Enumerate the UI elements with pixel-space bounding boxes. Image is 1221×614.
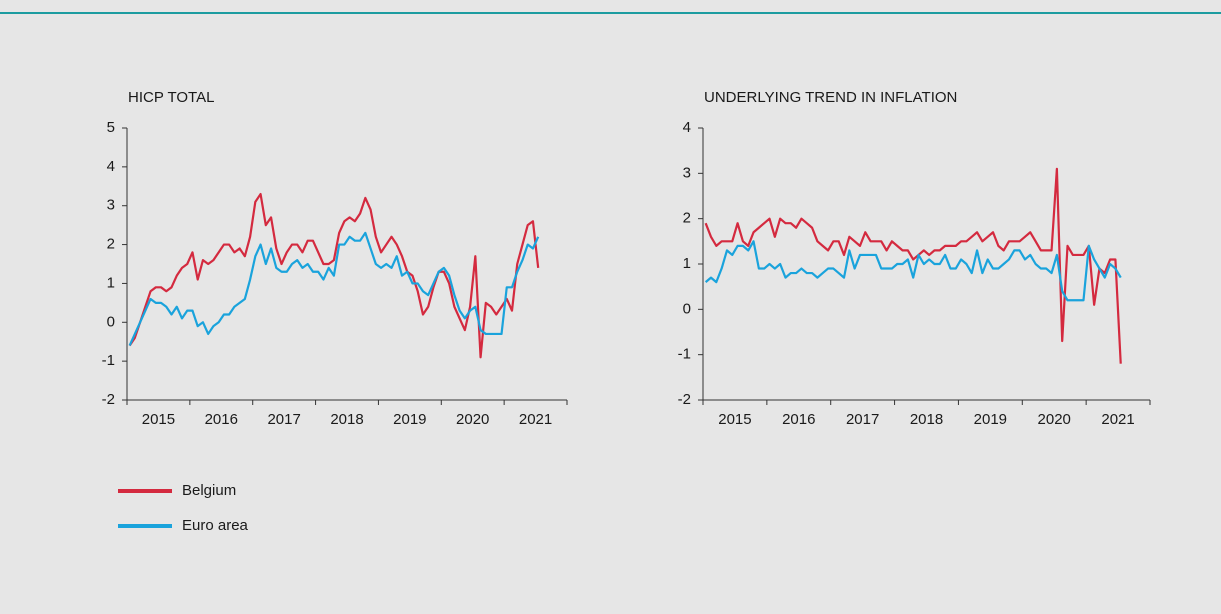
- y-tick-label: 1: [683, 255, 691, 272]
- y-tick-label: 3: [107, 197, 115, 214]
- x-tick-label: 2016: [205, 411, 238, 428]
- x-tick-label: 2019: [393, 411, 426, 428]
- y-tick-label: 2: [107, 236, 115, 253]
- x-tick-label: 2017: [846, 411, 879, 428]
- x-tick-label: 2017: [267, 411, 300, 428]
- x-tick-label: 2020: [1038, 411, 1071, 428]
- y-tick-label: 4: [107, 158, 115, 175]
- y-tick-label: 0: [107, 313, 115, 330]
- y-tick-label: -1: [102, 352, 115, 369]
- series-line: [128, 192, 540, 359]
- series-line: [704, 240, 1122, 302]
- x-tick-label: 2021: [1101, 411, 1134, 428]
- y-tick-label: -2: [102, 391, 115, 408]
- series-line: [128, 231, 540, 347]
- x-tick-label: 2018: [330, 411, 363, 428]
- x-tick-label: 2018: [910, 411, 943, 428]
- chart-title: HICP TOTAL: [128, 89, 214, 106]
- y-tick-label: -1: [678, 346, 691, 363]
- y-tick-label: 5: [107, 119, 115, 136]
- chart-title: UNDERLYING TREND IN INFLATION: [704, 89, 957, 106]
- x-tick-label: 2019: [974, 411, 1007, 428]
- y-tick-label: 0: [683, 300, 691, 317]
- x-tick-label: 2020: [456, 411, 489, 428]
- legend-label: Euro area: [182, 517, 249, 534]
- y-tick-label: 3: [683, 164, 691, 181]
- y-tick-label: 1: [107, 274, 115, 291]
- series-line: [704, 167, 1122, 364]
- y-tick-label: 2: [683, 210, 691, 227]
- x-tick-label: 2015: [142, 411, 175, 428]
- x-tick-label: 2015: [718, 411, 751, 428]
- x-tick-label: 2021: [519, 411, 552, 428]
- legend-label: Belgium: [182, 482, 236, 499]
- x-tick-label: 2016: [782, 411, 815, 428]
- y-tick-label: 4: [683, 119, 691, 136]
- y-tick-label: -2: [678, 391, 691, 408]
